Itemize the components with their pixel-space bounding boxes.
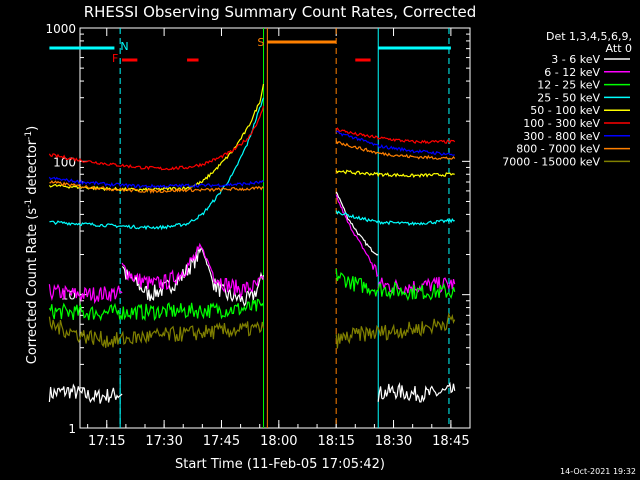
chart-title: RHESSI Observing Summary Count Rates, Co… (84, 3, 477, 21)
series-line (121, 246, 265, 308)
series-line (335, 194, 379, 278)
x-tick-label: 18:15 (317, 434, 354, 449)
legend-entry-label: 6 - 12 keV (544, 66, 600, 79)
x-tick-label: 18:00 (260, 434, 297, 449)
legend-header-attenuator: Att 0 (606, 42, 632, 55)
footer-timestamp: 14-Oct-2021 19:32 (560, 467, 636, 476)
y-axis-label-main: Corrected Count Rate (s (25, 208, 40, 365)
series-line (335, 210, 455, 227)
series-line (377, 276, 456, 296)
legend-entry-label: 25 - 50 keV (537, 91, 600, 104)
series-line (121, 242, 265, 299)
series-line (48, 383, 123, 404)
x-tick-label: 17:15 (88, 434, 125, 449)
series-line (377, 381, 456, 403)
series-6-12keV (48, 194, 456, 305)
legend-header-detectors: Det 1,3,4,5,6,9, (546, 30, 632, 43)
legend-entry-label: 12 - 25 keV (537, 79, 600, 92)
x-tick-label: 18:30 (375, 434, 412, 449)
series-line (335, 127, 456, 145)
series-line (48, 283, 123, 305)
y-axis-label-sup1: -1 (24, 199, 34, 208)
y-axis-label-sup2: -1 (24, 131, 34, 140)
y-axis-label-end: ) (25, 126, 40, 131)
legend-entry-label: 3 - 6 keV (551, 53, 600, 66)
legend-entry-label: 300 - 800 keV (523, 130, 600, 143)
series-line (48, 83, 265, 193)
series-7000-15000keV (48, 312, 456, 349)
series-line (48, 298, 265, 322)
legend-entry-label: 800 - 7000 keV (516, 143, 600, 156)
y-tick-label: 1 (68, 422, 76, 436)
series-line (335, 140, 456, 160)
series-100-300keV (48, 105, 456, 171)
flag-bar (122, 58, 138, 62)
x-tick-label: 17:45 (203, 434, 240, 449)
series-line (335, 130, 455, 156)
series-line (48, 105, 265, 171)
flag-bar (49, 46, 115, 50)
series-line (48, 316, 265, 348)
x-axis-label: Start Time (11-Feb-05 17:05:42) (175, 457, 385, 472)
y-axis-label: Corrected Count Rate (s-1 detector-1) (24, 126, 40, 364)
flag-bar (187, 58, 199, 62)
series-line (48, 176, 264, 189)
series-300-800keV (48, 130, 455, 189)
legend-entry-label: 50 - 100 keV (530, 104, 600, 117)
series-line (335, 191, 379, 256)
flag-bar (355, 58, 371, 62)
flag-label: S (257, 36, 264, 49)
legend-entry-label: 7000 - 15000 keV (502, 155, 600, 168)
series-800-7000keV (49, 140, 456, 194)
series-12-25keV (48, 268, 456, 322)
series-line (335, 169, 455, 179)
series-line (49, 97, 265, 231)
series-line (49, 180, 264, 194)
flag-bar (267, 40, 337, 44)
flag-label: F (112, 52, 118, 65)
y-tick-label: 1000 (45, 22, 76, 36)
series-25-50keV (49, 97, 455, 231)
series-50-100keV (48, 83, 455, 193)
legend-entry-label: 100 - 300 keV (523, 117, 600, 130)
x-tick-label: 18:45 (432, 434, 469, 449)
flag-label: N (120, 40, 128, 53)
plot-frame (79, 27, 471, 429)
series-line (335, 312, 456, 349)
y-axis-label-mid: detector (25, 139, 40, 199)
x-tick-label: 17:30 (145, 434, 182, 449)
flag-bar (378, 46, 451, 50)
series-line (335, 268, 456, 302)
